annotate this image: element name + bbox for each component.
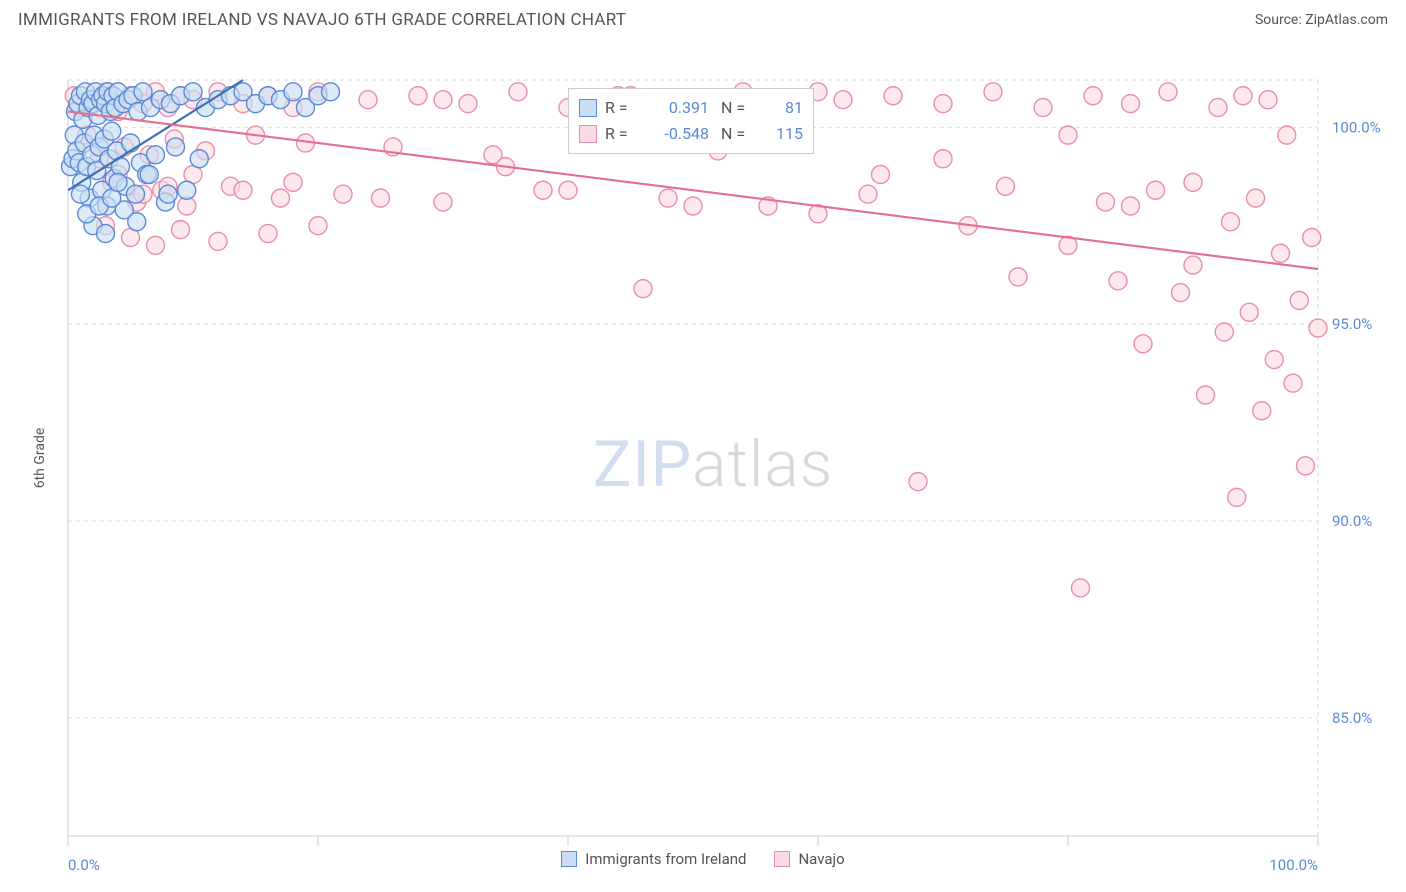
n-value-ireland: 81 — [763, 98, 803, 117]
swatch-ireland — [579, 99, 597, 117]
stats-row-ireland: R = 0.391 N = 81 — [579, 95, 803, 121]
legend-item-ireland: Immigrants from Ireland — [561, 850, 746, 868]
r-value-navajo: -0.548 — [645, 124, 709, 143]
r-label: R = — [605, 124, 637, 143]
stats-row-navajo: R = -0.548 N = 115 — [579, 121, 803, 147]
legend-label-ireland: Immigrants from Ireland — [585, 850, 746, 868]
chart-svg: 85.0%90.0%95.0%100.0%0.0%100.0%6th Grade — [18, 36, 1406, 886]
n-label: N = — [721, 98, 755, 117]
svg-text:90.0%: 90.0% — [1332, 512, 1372, 530]
r-label: R = — [605, 98, 637, 117]
swatch-navajo — [579, 125, 597, 143]
n-label: N = — [721, 124, 755, 143]
svg-text:100.0%: 100.0% — [1332, 118, 1381, 136]
chart-title: IMMIGRANTS FROM IRELAND VS NAVAJO 6TH GR… — [18, 10, 626, 30]
legend-bottom: Immigrants from Ireland Navajo — [18, 850, 1388, 868]
legend-label-navajo: Navajo — [798, 850, 844, 868]
legend-item-navajo: Navajo — [774, 850, 844, 868]
stats-legend: R = 0.391 N = 81 R = -0.548 N = 115 — [568, 88, 814, 154]
r-value-ireland: 0.391 — [645, 98, 709, 117]
svg-text:6th Grade: 6th Grade — [32, 428, 48, 489]
header: IMMIGRANTS FROM IRELAND VS NAVAJO 6TH GR… — [0, 0, 1406, 36]
source-label: Source: ZipAtlas.com — [1255, 12, 1388, 28]
swatch-ireland — [561, 851, 577, 867]
n-value-navajo: 115 — [763, 124, 803, 143]
svg-text:95.0%: 95.0% — [1332, 315, 1372, 333]
plot-area: 85.0%90.0%95.0%100.0%0.0%100.0%6th Grade… — [18, 36, 1388, 886]
svg-text:85.0%: 85.0% — [1332, 709, 1372, 727]
swatch-navajo — [774, 851, 790, 867]
